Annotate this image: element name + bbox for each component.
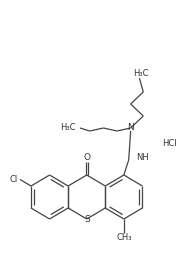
- Text: S: S: [85, 216, 91, 225]
- Text: HCl: HCl: [162, 138, 176, 147]
- Text: Cl: Cl: [10, 175, 18, 184]
- Text: CH₃: CH₃: [116, 233, 132, 242]
- Text: O: O: [83, 154, 90, 163]
- Text: H₃C: H₃C: [134, 69, 149, 79]
- Text: H₃C: H₃C: [61, 123, 76, 133]
- Text: NH: NH: [136, 154, 149, 163]
- Text: N: N: [127, 123, 134, 133]
